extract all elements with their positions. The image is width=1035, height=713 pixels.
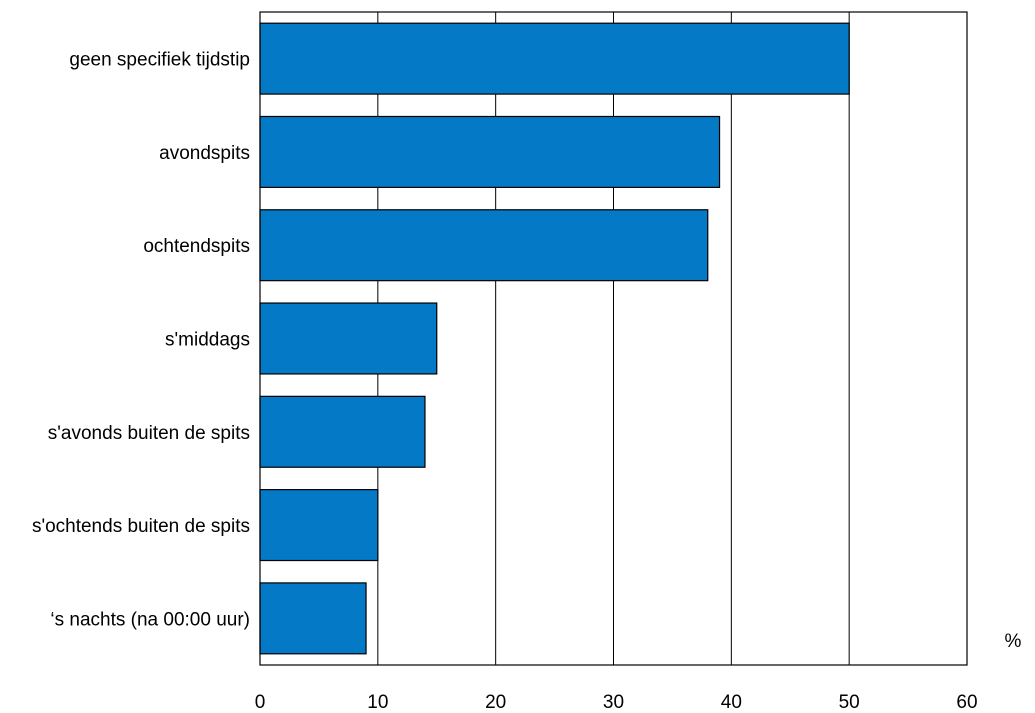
- category-label: s'avonds buiten de spits: [48, 423, 250, 444]
- bar: [259, 22, 850, 95]
- category-label: s'ochtends buiten de spits: [32, 516, 250, 537]
- category-labels: geen specifiek tijdstip avondspits ochtend…: [32, 50, 250, 631]
- x-tick-label: 50: [839, 692, 860, 713]
- x-tick-label: 10: [367, 692, 388, 713]
- x-tick-label: 30: [603, 692, 624, 713]
- bar: [259, 582, 367, 655]
- x-tick-label: 60: [956, 692, 977, 713]
- x-tick-label: 0: [255, 692, 266, 713]
- bar: [259, 395, 426, 468]
- bar: [259, 209, 709, 282]
- x-tick-label: 40: [721, 692, 742, 713]
- x-tick-labels: 0 10 20 30 40 50 60: [255, 692, 978, 713]
- category-label: s'middags: [165, 330, 250, 351]
- bar: [259, 115, 721, 188]
- category-label: ‘s nachts (na 00:00 uur): [50, 609, 250, 630]
- category-label: avondspits: [159, 143, 250, 164]
- category-label: geen specifiek tijdstip: [69, 50, 250, 71]
- x-axis-unit-label: %: [1005, 631, 1022, 652]
- bar: [259, 489, 379, 562]
- bar: [259, 302, 438, 375]
- x-tick-label: 20: [485, 692, 506, 713]
- plot-frame: [259, 11, 968, 666]
- category-label: ochtendspits: [143, 236, 250, 257]
- bars: [259, 22, 850, 655]
